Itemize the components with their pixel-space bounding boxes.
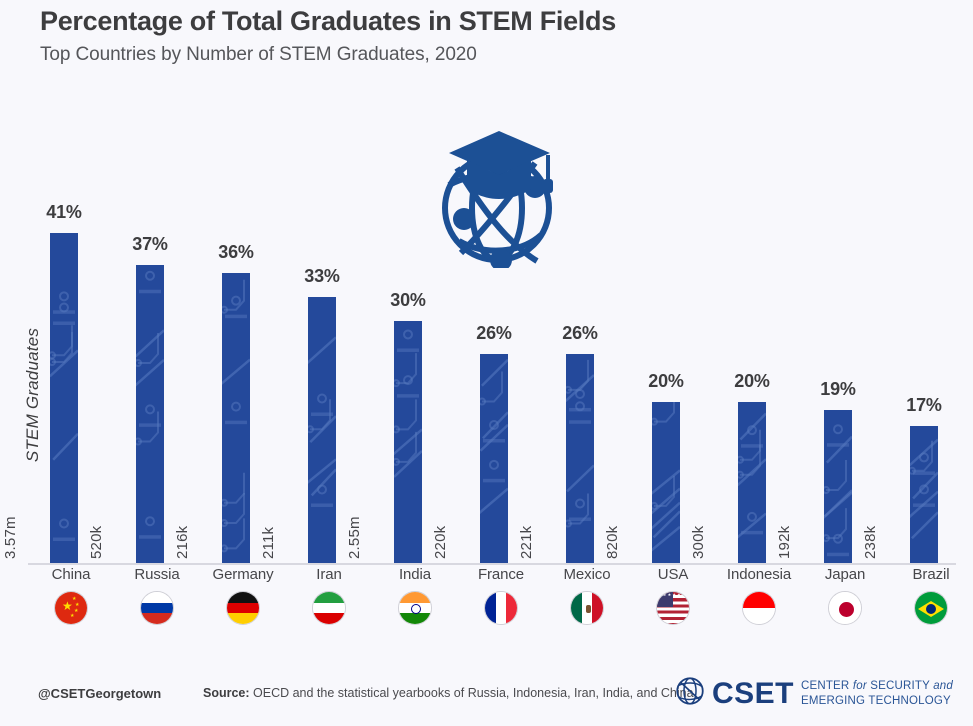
bar-value-label: 17% [906, 395, 942, 415]
country-name-label: France [477, 566, 525, 583]
bar-value-label: 36% [218, 242, 254, 262]
bar-count-label: 520k [88, 525, 105, 559]
bar-germany[interactable] [222, 273, 250, 563]
country-name-label: China [51, 566, 91, 583]
flag-mexico-icon [570, 591, 604, 625]
bar-count-label: 216k [174, 525, 191, 559]
cset-tagline-line2: EMERGING TECHNOLOGY [800, 694, 951, 707]
bar-count-label: 2.55m [346, 516, 363, 559]
bar-count-label: 192k [776, 525, 793, 559]
cset-logo: CSET CENTER for SECURITY and EMERGING TE… [675, 676, 953, 711]
country-name-label: Russia [134, 566, 180, 583]
country-axis-item-mexico[interactable]: Mexico [544, 566, 630, 625]
flag-iran-icon [312, 591, 346, 625]
source-label: Source: [203, 686, 250, 700]
cset-tagline: CENTER for SECURITY and EMERGING TECHNOL… [801, 679, 953, 708]
bar-value-label: 33% [304, 266, 340, 286]
country-name-label: USA [657, 566, 689, 583]
flag-indonesia-icon [742, 591, 776, 625]
country-axis-item-india[interactable]: India [372, 566, 458, 625]
country-axis-item-japan[interactable]: Japan [802, 566, 888, 625]
bar-value-label: 19% [820, 379, 856, 399]
header: Percentage of Total Graduates in STEM Fi… [40, 6, 616, 66]
country-name-label: Germany [212, 566, 274, 583]
bar-japan[interactable] [824, 410, 852, 563]
bar-count-label: 211k [260, 526, 277, 559]
bar-group-france[interactable]: 26% 220k [432, 152, 544, 563]
country-axis-item-indonesia[interactable]: Indonesia [716, 566, 802, 625]
bar-group-china[interactable]: 41% 3.57m [2, 152, 114, 563]
bar-china[interactable] [50, 233, 78, 563]
bar-france[interactable] [480, 354, 508, 563]
bar-group-mexico[interactable]: 26% 221k [518, 152, 630, 563]
country-axis-item-brazil[interactable]: Brazil [888, 566, 973, 625]
country-axis-item-usa[interactable]: USA ★★★★★★★★★★★★ [630, 566, 716, 625]
bar-group-brazil[interactable]: 17% 238k [862, 152, 973, 563]
bar-count-label: 820k [604, 525, 621, 559]
flag-germany-icon [226, 591, 260, 625]
x-axis-line [28, 563, 956, 565]
flag-brazil-icon [914, 591, 948, 625]
flag-france-icon [484, 591, 518, 625]
graduation-cap-globe-icon [437, 113, 562, 271]
country-name-label: Brazil [912, 566, 950, 583]
bar-usa[interactable] [652, 402, 680, 563]
country-name-label: Iran [316, 566, 342, 583]
bar-group-iran[interactable]: 33% 211k [260, 152, 372, 563]
bar-mexico[interactable] [566, 354, 594, 563]
chart-plot-area: 41% 3.57m 37% 520k 36% 216k 33% 211k 30% 2.55m 26%… [0, 150, 973, 565]
cset-tagline-line1: CENTER for SECURITY and [800, 679, 953, 692]
bar-indonesia[interactable] [738, 402, 766, 563]
page-title: Percentage of Total Graduates in STEM Fi… [40, 6, 616, 36]
bar-group-japan[interactable]: 19% 192k [776, 152, 888, 563]
bar-count-label: 3.57m [2, 516, 19, 559]
bar-count-label: 300k [690, 525, 707, 559]
country-axis-item-russia[interactable]: Russia [114, 566, 200, 625]
bar-group-russia[interactable]: 37% 520k [88, 152, 200, 563]
bar-value-label: 26% [476, 323, 512, 343]
flag-india-icon [398, 591, 432, 625]
bar-india[interactable] [394, 321, 422, 563]
social-handle: @CSETGeorgetown [38, 686, 162, 701]
cset-wordmark: CSET [711, 676, 794, 710]
country-name-label: India [398, 566, 432, 583]
source-note: Source: OECD and the statistical yearboo… [203, 686, 694, 700]
country-axis-item-france[interactable]: France [458, 566, 544, 625]
bar-iran[interactable] [308, 297, 336, 563]
bar-count-label: 221k [518, 525, 535, 559]
country-axis: China ★ ★ ★ ★ ★ Russia Germany Iran India France Me… [0, 566, 973, 636]
country-name-label: Mexico [563, 566, 611, 583]
flag-usa-icon: ★★★★★★★★★★★★ [656, 591, 690, 625]
country-axis-item-china[interactable]: China ★ ★ ★ ★ ★ [28, 566, 114, 625]
bar-value-label: 20% [648, 371, 684, 391]
bar-value-label: 41% [46, 202, 82, 222]
source-text: OECD and the statistical yearbooks of Ru… [249, 686, 694, 700]
bar-brazil[interactable] [910, 426, 938, 563]
country-axis-item-germany[interactable]: Germany [200, 566, 286, 625]
bar-value-label: 26% [562, 323, 598, 343]
bar-group-germany[interactable]: 36% 216k [174, 152, 286, 563]
country-axis-item-iran[interactable]: Iran [286, 566, 372, 625]
bar-value-label: 30% [390, 290, 426, 310]
flag-china-icon: ★ ★ ★ ★ ★ [54, 591, 88, 625]
bar-group-usa[interactable]: 20% 820k [604, 152, 716, 563]
bar-value-label: 37% [132, 234, 168, 254]
flag-japan-icon [828, 591, 862, 625]
page-subtitle: Top Countries by Number of STEM Graduate… [40, 44, 477, 65]
bar-count-label: 238k [862, 525, 879, 559]
bar-russia[interactable] [136, 265, 164, 563]
bar-group-indonesia[interactable]: 20% 300k [690, 152, 802, 563]
cset-globe-icon [675, 676, 705, 711]
country-name-label: Indonesia [726, 566, 792, 583]
bar-value-label: 20% [734, 371, 770, 391]
footer: @CSETGeorgetown Source: OECD and the sta… [0, 668, 973, 726]
bar-group-india[interactable]: 30% 2.55m [346, 152, 458, 563]
country-name-label: Japan [824, 566, 866, 583]
flag-russia-icon [140, 591, 174, 625]
bar-count-label: 220k [432, 525, 449, 559]
